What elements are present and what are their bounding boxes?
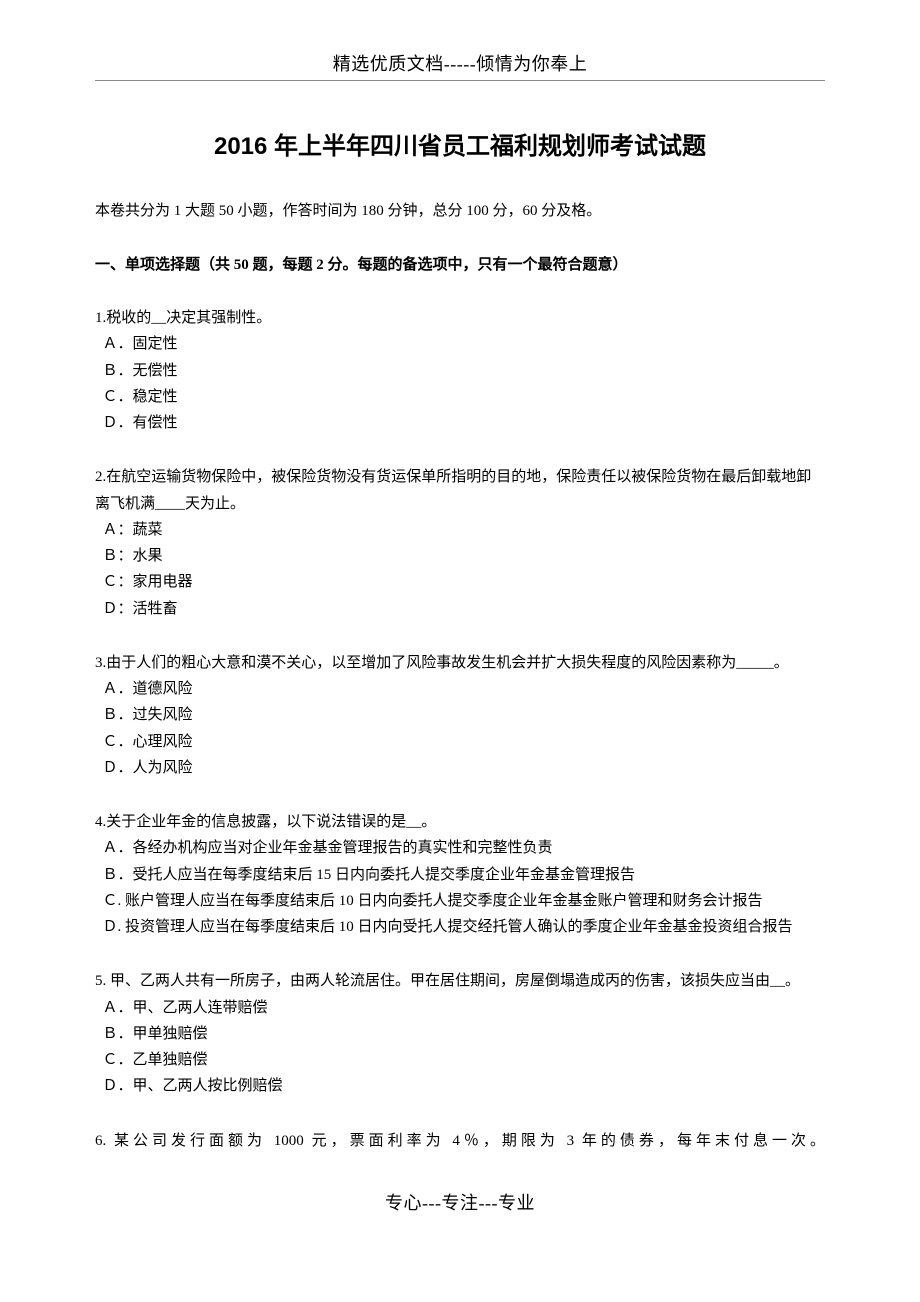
question-text: 5. 甲、乙两人共有一所房子，由两人轮流居住。甲在居住期间，房屋倒塌造成丙的伤害… bbox=[95, 968, 825, 994]
option-c: Ｃ：家用电器 bbox=[95, 569, 825, 595]
option-a: Ａ．固定性 bbox=[95, 331, 825, 357]
question-text: 1.税收的__决定其强制性。 bbox=[95, 305, 825, 331]
exam-intro: 本卷共分为 1 大题 50 小题，作答时间为 180 分钟，总分 100 分，6… bbox=[95, 199, 825, 223]
option-c: Ｃ．乙单独赔偿 bbox=[95, 1047, 825, 1073]
option-d: Ｄ：活牲畜 bbox=[95, 596, 825, 622]
page-header-text: 精选优质文档-----倾情为你奉上 bbox=[95, 50, 825, 76]
section-header: 一、单项选择题（共 50 题，每题 2 分。每题的备选项中，只有一个最符合题意） bbox=[95, 253, 825, 277]
page-footer-text: 专心---专注---专业 bbox=[95, 1189, 825, 1215]
question-6: 6. 某公司发行面额为 1000 元，票面利率为 4％，期限为 3 年的债券，每… bbox=[95, 1128, 825, 1154]
option-b: Ｂ：水果 bbox=[95, 543, 825, 569]
option-b: Ｂ．受托人应当在每季度结束后 15 日内向委托人提交季度企业年金基金管理报告 bbox=[95, 862, 825, 888]
question-1: 1.税收的__决定其强制性。 Ａ．固定性 Ｂ．无偿性 Ｃ．稳定性 Ｄ．有偿性 bbox=[95, 305, 825, 436]
option-c: Ｃ. 账户管理人应当在每季度结束后 10 日内向委托人提交季度企业年金基金账户管… bbox=[95, 888, 825, 914]
question-text: 6. 某公司发行面额为 1000 元，票面利率为 4％，期限为 3 年的债券，每… bbox=[95, 1128, 825, 1154]
option-a: Ａ．甲、乙两人连带赔偿 bbox=[95, 995, 825, 1021]
option-a: Ａ：蔬菜 bbox=[95, 517, 825, 543]
option-d: Ｄ．甲、乙两人按比例赔偿 bbox=[95, 1073, 825, 1099]
question-4: 4.关于企业年金的信息披露，以下说法错误的是__。 Ａ．各经办机构应当对企业年金… bbox=[95, 809, 825, 940]
option-a: Ａ．各经办机构应当对企业年金基金管理报告的真实性和完整性负责 bbox=[95, 835, 825, 861]
document-title: 2016 年上半年四川省员工福利规划师考试试题 bbox=[95, 126, 825, 161]
question-text: 4.关于企业年金的信息披露，以下说法错误的是__。 bbox=[95, 809, 825, 835]
page-header-underline bbox=[95, 80, 825, 81]
option-d: Ｄ．有偿性 bbox=[95, 410, 825, 436]
option-b: Ｂ．甲单独赔偿 bbox=[95, 1021, 825, 1047]
option-d: Ｄ．人为风险 bbox=[95, 755, 825, 781]
option-c: Ｃ．心理风险 bbox=[95, 729, 825, 755]
option-a: Ａ．道德风险 bbox=[95, 676, 825, 702]
question-2: 2.在航空运输货物保险中，被保险货物没有货运保单所指明的目的地，保险责任以被保险… bbox=[95, 464, 825, 622]
question-text: 3.由于人们的粗心大意和漠不关心，以至增加了风险事故发生机会并扩大损失程度的风险… bbox=[95, 650, 825, 676]
option-d: Ｄ. 投资管理人应当在每季度结束后 10 日内向受托人提交经托管人确认的季度企业… bbox=[95, 914, 825, 940]
question-text: 2.在航空运输货物保险中，被保险货物没有货运保单所指明的目的地，保险责任以被保险… bbox=[95, 464, 825, 517]
option-b: Ｂ．过失风险 bbox=[95, 702, 825, 728]
option-b: Ｂ．无偿性 bbox=[95, 358, 825, 384]
option-c: Ｃ．稳定性 bbox=[95, 384, 825, 410]
question-3: 3.由于人们的粗心大意和漠不关心，以至增加了风险事故发生机会并扩大损失程度的风险… bbox=[95, 650, 825, 781]
question-5: 5. 甲、乙两人共有一所房子，由两人轮流居住。甲在居住期间，房屋倒塌造成丙的伤害… bbox=[95, 968, 825, 1099]
